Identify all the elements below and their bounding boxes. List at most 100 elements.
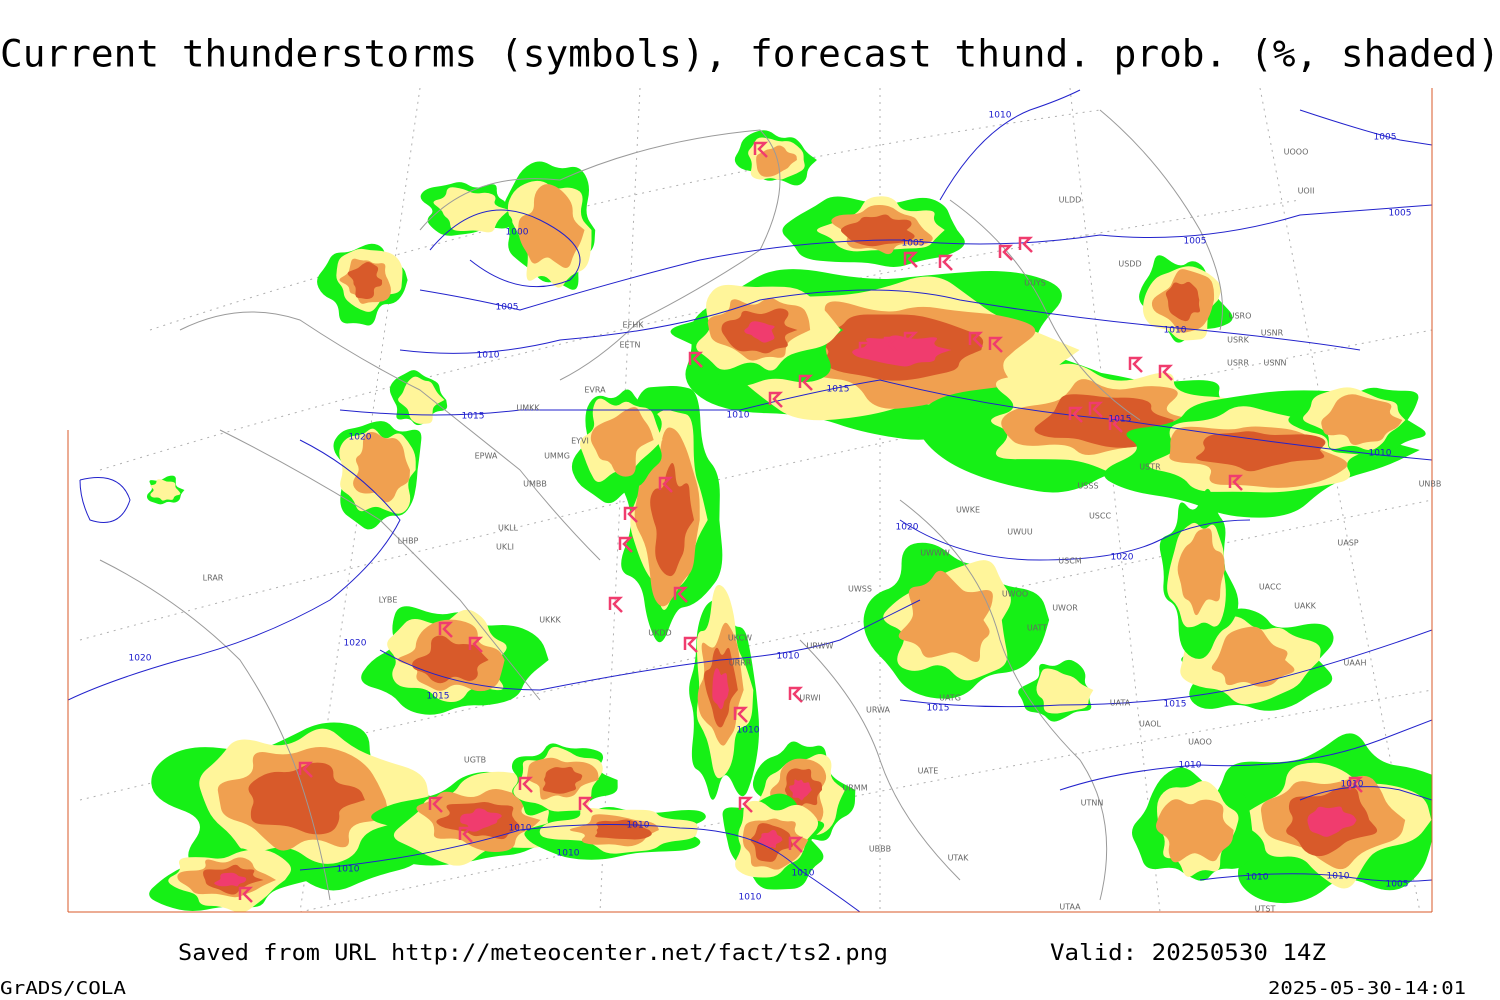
station-label: UATE (918, 767, 939, 776)
isobar-labels: 1010 1005 1000 1005 1005 1005 1005 1010 1010 1015… (129, 111, 1412, 903)
probability-area (898, 570, 993, 662)
station-label: UACC (1259, 583, 1282, 592)
isobar-label: 1000 (506, 228, 529, 238)
station-label: UMKK (516, 404, 540, 413)
station-labels: ULDD UUYS USDD UOOO UOII USRO USRK USNR USRR USNN… (203, 148, 1442, 914)
thunderstorm-symbol (1158, 364, 1174, 381)
thunderstorm-symbol (683, 636, 699, 653)
thunderstorm-symbol (608, 596, 624, 613)
isobar-label: 1005 (1389, 209, 1412, 219)
probability-area (758, 829, 783, 849)
isobar-label: 1010 (509, 824, 532, 834)
thunderstorm-symbol (458, 826, 474, 843)
station-label: EFHK (623, 321, 645, 330)
station-label: UNBB (1419, 480, 1442, 489)
thunderstorm-symbol (883, 336, 899, 353)
valid-time: Valid: 20250530 14Z (1050, 941, 1326, 966)
probability-area (852, 335, 952, 367)
station-label: LHBP (398, 537, 419, 546)
station-label: UWSS (848, 585, 872, 594)
thunderstorm-symbol (428, 796, 444, 813)
isobar-label: 1005 (1386, 880, 1409, 890)
thunderstorm-symbol (798, 374, 814, 391)
probability-area (840, 214, 915, 247)
station-label: UKLI (496, 543, 514, 552)
station-label: UWUU (1007, 528, 1033, 537)
isobar-label: 1010 (1369, 449, 1392, 459)
station-label: LRAR (203, 574, 224, 583)
isobar-label: 1015 (462, 412, 485, 422)
probability-area (1307, 806, 1357, 837)
isobar-label: 1010 (1327, 872, 1350, 882)
station-label: EETN (620, 341, 641, 350)
station-label: EVRA (584, 386, 606, 395)
station-label: USCC (1089, 512, 1112, 521)
station-label: UWOR (1052, 604, 1078, 613)
station-label: UKCW (728, 634, 752, 643)
thunderstorm-symbol (753, 141, 769, 158)
station-label: UATA (1110, 699, 1131, 708)
station-label: UTNN (1081, 799, 1104, 808)
isobar-label: 1010 (1341, 780, 1364, 790)
station-label: UTST (1255, 905, 1276, 914)
isobar-label: 1010 (1179, 761, 1202, 771)
isobar-label: 1015 (1164, 700, 1187, 710)
isobar-label: 1020 (344, 639, 367, 649)
probability-area (1155, 799, 1234, 863)
thunderstorm-symbol (938, 254, 954, 271)
station-label: UAAH (1343, 659, 1366, 668)
station-label: UBBB (869, 845, 891, 854)
station-label: UUYS (1024, 279, 1046, 288)
isobar-label: 1010 (737, 726, 760, 736)
isobar-label: 1010 (777, 652, 800, 662)
station-label: UWOO (1002, 590, 1028, 599)
probability-area (347, 262, 383, 300)
station-label: URMM (842, 784, 867, 793)
isobar-label: 1005 (1184, 237, 1207, 247)
station-label: URWW (807, 642, 834, 651)
isobar-label: 1010 (627, 821, 650, 831)
isobar-label: 1015 (427, 692, 450, 702)
thunderstorm-symbol (858, 341, 874, 358)
thunderstorm-symbols (238, 141, 1364, 903)
map-frame (67, 88, 1433, 913)
probability-area (214, 872, 247, 887)
timestamp: 2025-05-30-14:01 (1268, 978, 1466, 999)
probability-area (650, 462, 695, 577)
probability-area (712, 668, 729, 710)
thunderstorm-symbol (1068, 406, 1084, 423)
isobar-label: 1010 (337, 865, 360, 875)
thunderstorm-symbol (788, 836, 804, 853)
probability-area (353, 432, 411, 503)
thunderstorm-symbol (623, 506, 639, 523)
probability-area (398, 376, 445, 424)
isobar-label: 1010 (792, 869, 815, 879)
thunderstorm-symbol (988, 336, 1004, 353)
probability-area (590, 407, 654, 477)
probability-area (1321, 394, 1403, 445)
thunderstorm-symbol (998, 244, 1014, 261)
thunder-probability-shading (146, 130, 1432, 912)
thunderstorm-symbol (1088, 401, 1104, 418)
isobar-label: 1010 (557, 849, 580, 859)
station-label: USNN (1264, 359, 1287, 368)
station-label: USSS (1077, 482, 1098, 491)
station-label: UAOO (1188, 738, 1212, 747)
isobar-label: 1005 (902, 239, 925, 249)
probability-area (744, 321, 775, 343)
station-label: UKKK (539, 616, 561, 625)
isobar-label: 1020 (1111, 553, 1134, 563)
probability-area (433, 187, 510, 233)
isobar-label: 1010 (739, 893, 762, 903)
map (68, 88, 1432, 912)
station-label: UMMG (544, 452, 570, 461)
station-label: UASP (1337, 539, 1358, 548)
isobars (68, 89, 1432, 912)
station-label: UOII (1298, 187, 1315, 196)
station-label: UTAA (1059, 903, 1081, 912)
isobar-label: 1005 (496, 303, 519, 313)
thunderstorm-symbol (768, 391, 784, 408)
thunderstorm-symbol (733, 706, 749, 723)
station-label: USRO (1229, 312, 1252, 321)
